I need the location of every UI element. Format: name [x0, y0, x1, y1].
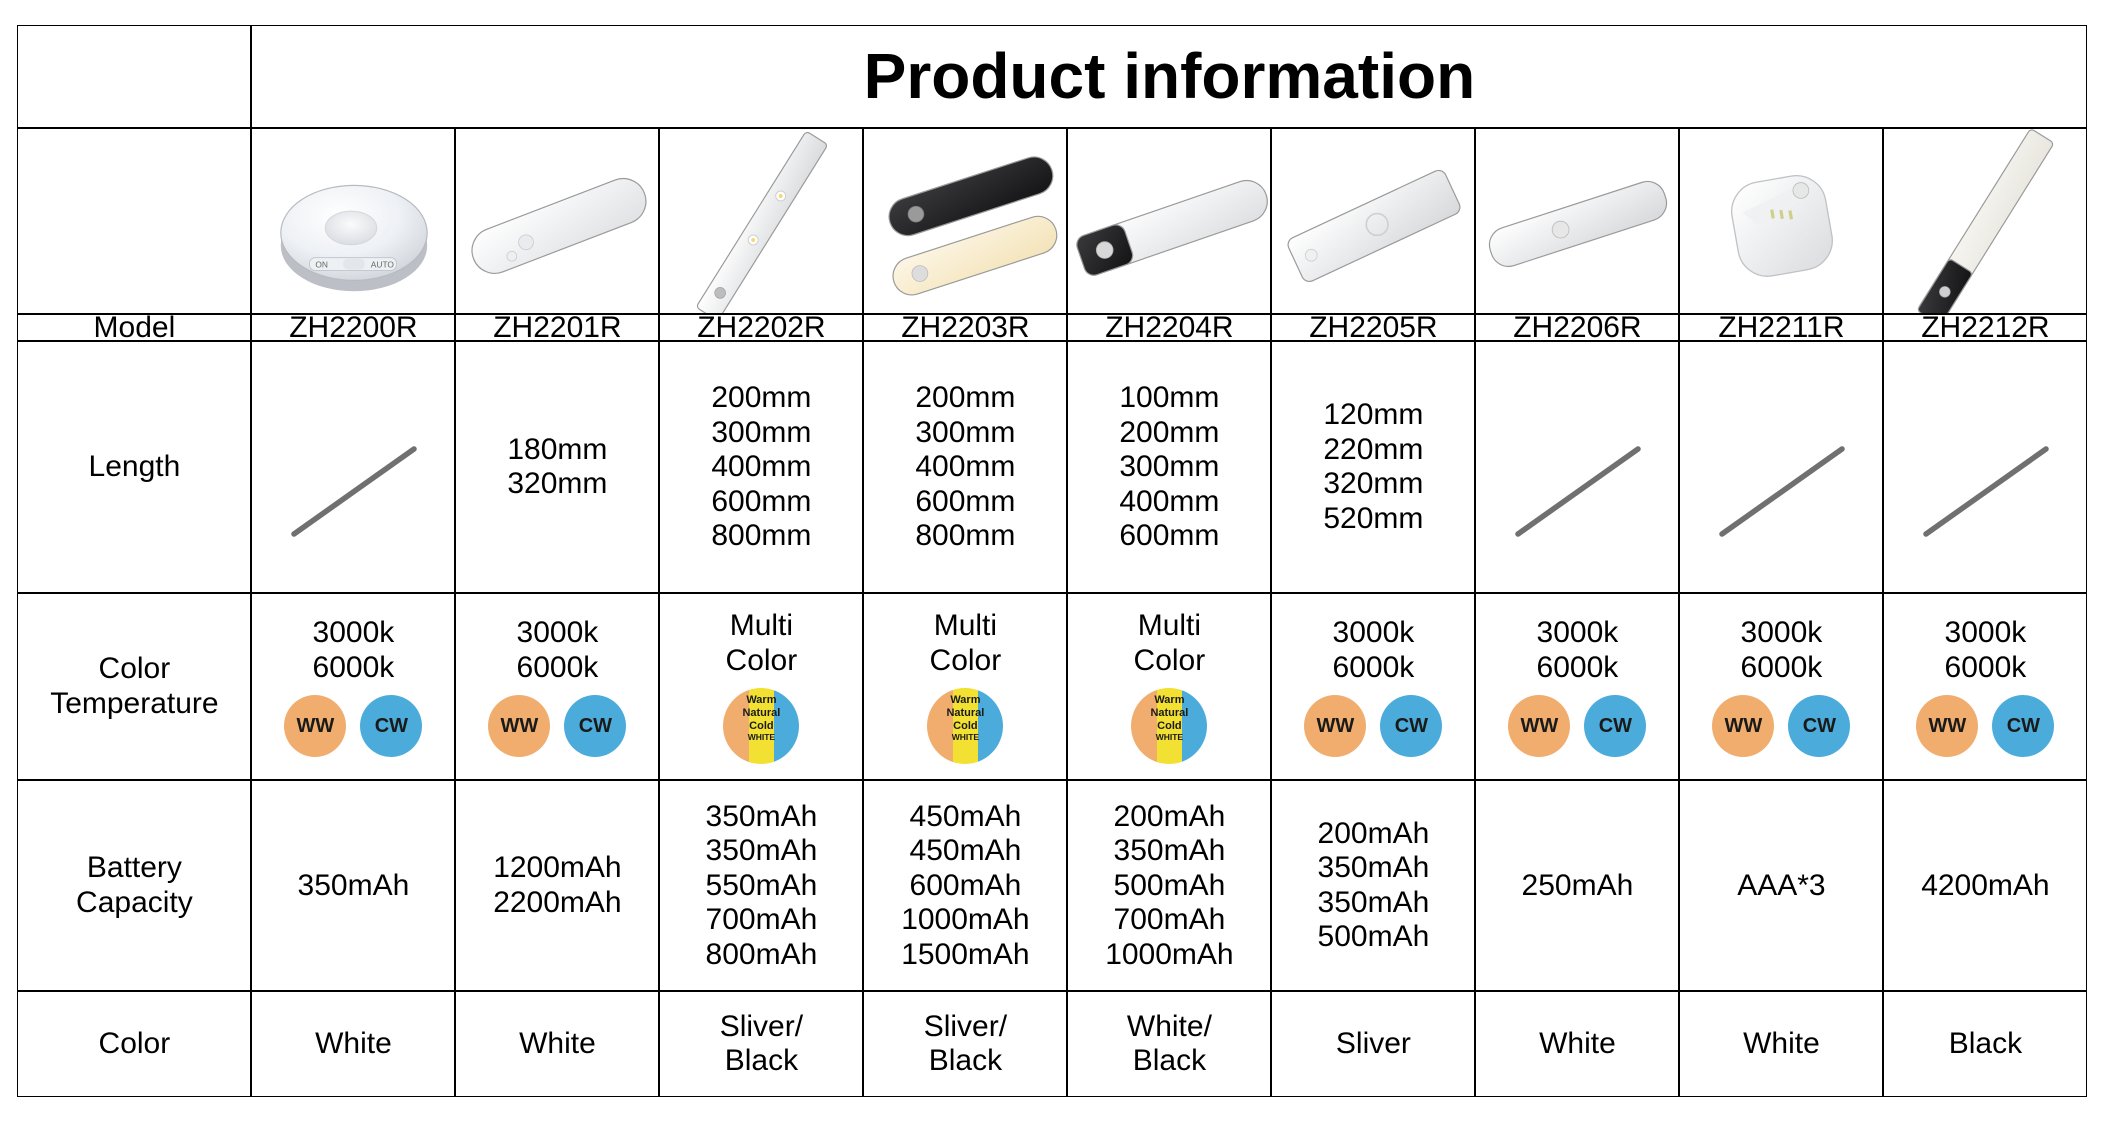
svg-text:ON: ON — [316, 260, 329, 270]
svg-text:AUTO: AUTO — [371, 260, 395, 270]
